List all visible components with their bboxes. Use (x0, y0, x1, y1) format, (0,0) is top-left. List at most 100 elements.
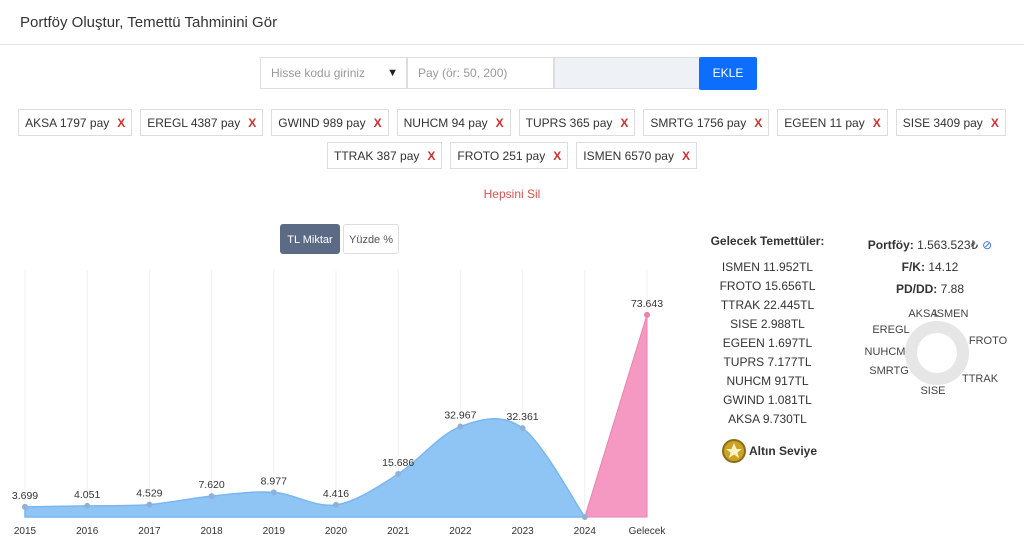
blank-field (554, 57, 700, 89)
holding-text: TUPRS 365 pay (525, 116, 613, 130)
point (22, 503, 28, 510)
x-tick-label: 2015 (14, 526, 37, 537)
holding-chip: GWIND 989 pay X (271, 109, 389, 136)
remove-button[interactable]: X (248, 116, 257, 130)
future-title: Gelecek Temettüler: (710, 234, 825, 248)
donut-label: ISMEN (934, 308, 969, 320)
holding-text: SMRTG 1756 pay (650, 116, 747, 130)
holding-text: SISE 3409 pay (902, 116, 983, 130)
remove-button[interactable]: X (990, 116, 999, 130)
page-title: Portföy Oluştur, Temettü Tahminini Gör (20, 14, 278, 31)
point (333, 501, 339, 508)
donut-label: NUHCM (865, 346, 906, 358)
donut-ring (905, 321, 969, 385)
stat-value: 1.563.523₺ (917, 238, 979, 252)
delete-all[interactable]: Hepsini Sil (483, 187, 541, 201)
remove-button[interactable]: X (427, 149, 436, 163)
forecast-area (584, 314, 648, 518)
holding-chip: TTRAK 387 pay X (327, 142, 443, 169)
x-tick-label: 2018 (200, 526, 223, 537)
holding-text: NUHCM 94 pay (403, 116, 488, 130)
point (146, 501, 153, 508)
dividend-item: TTRAK 22.445TL (720, 298, 815, 312)
remove-button[interactable]: X (373, 116, 382, 130)
value-label: 4.529 (136, 488, 162, 500)
point (84, 502, 91, 509)
donut-label: TTRAK (962, 373, 999, 385)
holdings: AKSA 1797 pay X EREGL 4387 pay X GWIND 989 p… (10, 109, 1014, 169)
point (519, 425, 526, 432)
donut-label: FROTO (969, 335, 1008, 347)
placeholder: Hisse kodu giriniz (271, 66, 366, 80)
stat-value: 7.88 (940, 282, 965, 296)
remove-button[interactable]: X (681, 149, 690, 163)
hide-icon[interactable]: ⊘ (982, 238, 993, 252)
remove-button[interactable]: X (495, 116, 504, 130)
amount-input[interactable]: Pay (ör: 50, 200) (407, 57, 554, 89)
holding-text: TTRAK 387 pay (334, 149, 420, 163)
value-label: 7.620 (198, 479, 224, 491)
holding-text: EREGL 4387 pay (147, 116, 241, 130)
remove-button[interactable]: X (117, 116, 126, 130)
x-tick-label: 2024 (574, 526, 597, 537)
holding-text: ISMEN 6570 pay (583, 149, 674, 163)
dividend-item: ISMEN 11.952TL (721, 260, 814, 274)
remove-button[interactable]: X (553, 149, 562, 163)
holding-chip: NUHCM 94 pay X (396, 109, 511, 136)
dividend-item: GWIND 1.081TL (723, 393, 812, 407)
x-tick-label: 2019 (263, 526, 286, 537)
point (270, 489, 277, 496)
remove-button[interactable]: X (620, 116, 629, 130)
remove-button[interactable]: X (872, 116, 881, 130)
holding-text: GWIND 989 pay (278, 116, 366, 130)
dropdown-arrow: ▼ (387, 67, 398, 79)
holding-chip: TUPRS 365 pay X (518, 109, 636, 136)
stat-row: F/K: 14.12 (860, 256, 1000, 278)
value-label: 32.967 (444, 410, 476, 422)
holding-chip: FROTO 251 pay X (450, 142, 569, 169)
donut-label: AKSA (908, 308, 938, 320)
holding-chip: ISMEN 6570 pay X (576, 142, 697, 169)
point (457, 423, 464, 430)
holding-chip: AKSA 1797 pay X (18, 109, 133, 136)
x-tick-label: 2020 (325, 526, 348, 537)
donut-label: SMRTG (869, 365, 909, 377)
stat-row: PD/DD: 7.88 (860, 278, 1000, 300)
toggle-percent[interactable]: Yüzde % (343, 224, 399, 254)
dividend-item: AKSA 9.730TL (728, 412, 807, 426)
medal-icon (722, 437, 746, 470)
stat-label: PD/DD: (895, 282, 938, 296)
x-tick-label: 2022 (449, 526, 472, 537)
dividend-item: TUPRS 7.177TL (723, 355, 812, 369)
value-label: 3.699 (12, 490, 38, 502)
holding-chip: SMRTG 1756 pay X (643, 109, 770, 136)
dividend-item: NUHCM 917TL (726, 374, 809, 388)
stat-label: F/K: (901, 260, 925, 274)
value-label: 15.686 (382, 457, 414, 469)
holding-chip: EREGL 4387 pay X (140, 109, 264, 136)
donut-label: SISE (920, 385, 945, 397)
stock-select[interactable]: Hisse kodu giriniz ▼ (260, 57, 407, 89)
holding-text: AKSA 1797 pay (25, 116, 110, 130)
toggle-amount[interactable]: TL Miktar (280, 224, 340, 254)
x-tick-label: Gelecek (629, 526, 667, 537)
holding-text: EGEEN 11 pay (784, 116, 865, 130)
value-label: 32.361 (507, 411, 539, 423)
donut-label: EREGL (872, 324, 909, 336)
stats: Portföy: 1.563.523₺ ⊘ F/K: 14.12 PD/DD: 7.8… (860, 234, 1000, 300)
stat-value: 14.12 (928, 260, 959, 274)
header: Portföy Oluştur, Temettü Tahminini Gör (0, 0, 1024, 45)
area (24, 418, 587, 518)
remove-button[interactable]: X (754, 116, 763, 130)
add-button[interactable]: EKLE (699, 57, 757, 90)
dividend-item: EGEEN 1.697TL (722, 336, 813, 350)
holding-chip: EGEEN 11 pay X (777, 109, 888, 136)
point (208, 493, 215, 500)
stat-row: Portföy: 1.563.523₺ ⊘ (860, 234, 1000, 256)
point (395, 470, 402, 477)
holding-text: FROTO 251 pay (457, 149, 546, 163)
value-label: 8.977 (261, 475, 287, 487)
placeholder: Pay (ör: 50, 200) (418, 66, 508, 80)
value-label: 73.643 (631, 298, 663, 310)
